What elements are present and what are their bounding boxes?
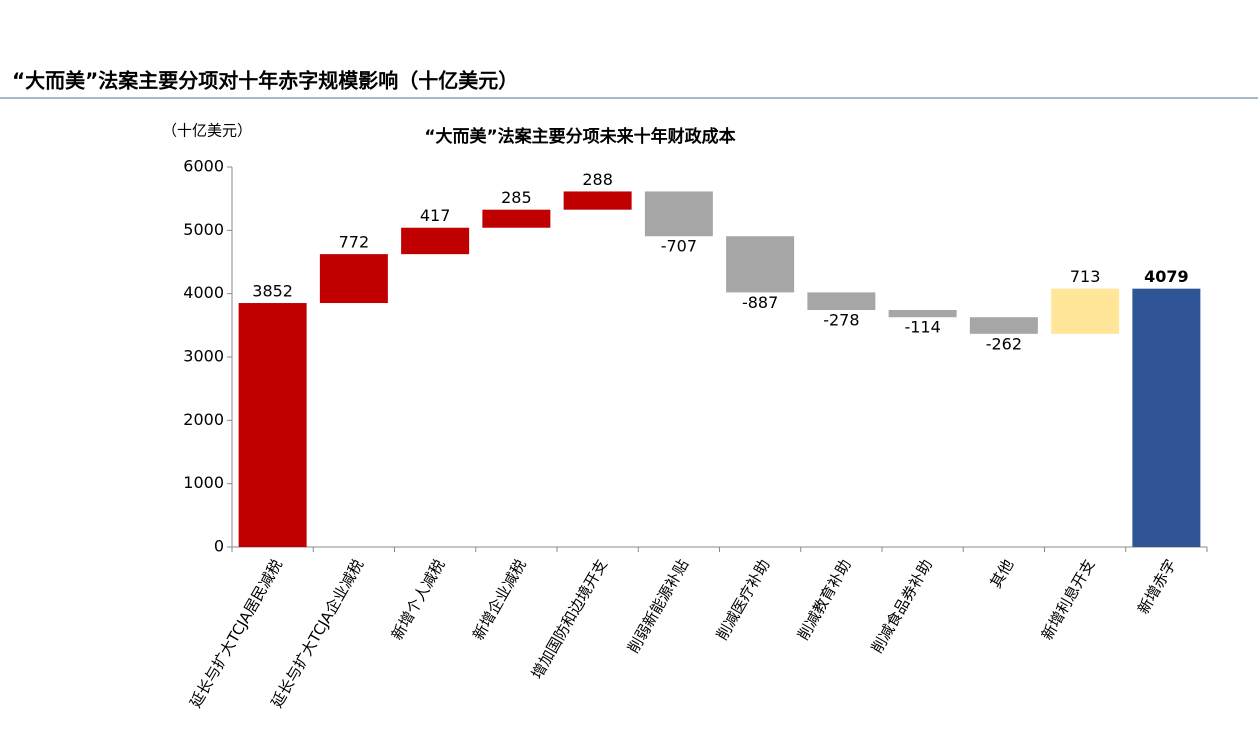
bar: [482, 209, 551, 228]
value-label: -887: [742, 293, 778, 312]
y-tick-label: 3000: [183, 347, 224, 366]
bar: [1132, 288, 1201, 547]
page-title: “大而美”法案主要分项对十年赤字规模影响（十亿美元）: [12, 69, 518, 93]
bar: [1051, 288, 1120, 334]
y-tick-label: 4000: [183, 283, 224, 302]
x-tick-label: 削弱新能源补贴: [624, 556, 692, 656]
bar: [969, 317, 1038, 334]
value-label: -707: [661, 237, 697, 256]
value-label: 288: [582, 170, 613, 189]
bar: [401, 227, 470, 255]
x-tick-label: 新增个人减税: [388, 556, 449, 643]
y-tick-label: 2000: [183, 410, 224, 429]
value-label: -278: [823, 311, 859, 330]
x-tick-label: 削减教育补助: [794, 556, 855, 643]
y-tick-label: 0: [214, 537, 224, 556]
x-tick-label: 延长与扩大TCJA企业减税: [268, 556, 368, 711]
bar: [319, 254, 388, 304]
x-tick-label: 新增企业减税: [469, 556, 530, 643]
value-label: 772: [339, 233, 370, 252]
bar: [807, 292, 876, 311]
value-label: 285: [501, 188, 532, 207]
y-tick-label: 1000: [183, 473, 224, 492]
y-tick-label: 5000: [183, 220, 224, 239]
x-tick-label: 其他: [987, 556, 1018, 591]
value-label: 3852: [252, 282, 293, 301]
x-tick-label: 新增利息开支: [1038, 556, 1099, 643]
bar: [563, 191, 632, 210]
value-label: 4079: [1144, 267, 1189, 286]
value-label: -114: [904, 318, 940, 337]
y-tick-label: 6000: [183, 157, 224, 176]
bar: [726, 236, 795, 293]
value-label: 417: [420, 206, 451, 225]
x-tick-label: 增加国防和边境开支: [528, 556, 611, 682]
x-tick-label: 削减医疗补助: [713, 556, 774, 643]
x-tick-label: 削减食品券补助: [868, 556, 936, 656]
x-tick-label: 新增赤字: [1134, 556, 1180, 617]
chart-title: “大而美”法案主要分项未来十年财政成本: [424, 126, 735, 147]
bar: [888, 310, 957, 318]
bar: [238, 303, 307, 547]
unit-label: （十亿美元）: [162, 122, 252, 140]
x-tick-label: 延长与扩大TCJA居民减税: [186, 556, 286, 711]
value-label: 713: [1070, 267, 1101, 286]
value-label: -262: [986, 334, 1022, 353]
bar: [644, 191, 713, 237]
